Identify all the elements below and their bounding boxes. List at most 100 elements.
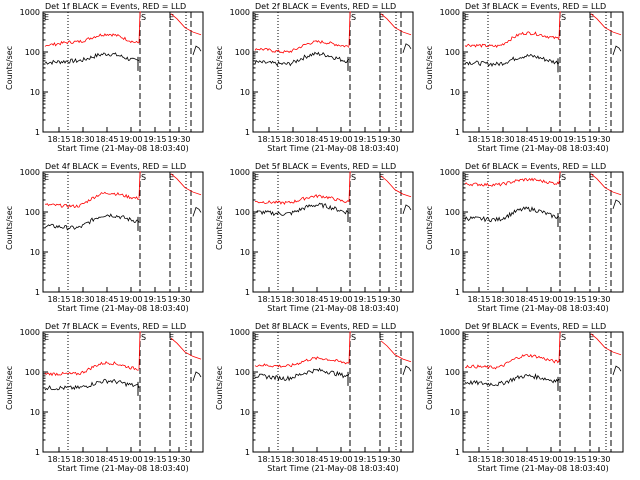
y-tick-label: 100: [445, 48, 460, 57]
events-series-line: [464, 206, 560, 223]
plot-frame: [462, 331, 624, 453]
x-tick-label: 18:30: [281, 455, 304, 464]
y-tick-label: 1: [35, 288, 40, 297]
lld-series-line: [254, 39, 350, 54]
lld-series-line: [254, 194, 350, 206]
event-marker-label: E: [254, 173, 259, 182]
x-tick-label: 18:15: [47, 455, 70, 464]
x-axis-label: Start Time (21-May-08 18:03:40): [267, 464, 398, 473]
panel-title: Det 1f BLACK = Events, RED = LLD: [45, 2, 186, 11]
lld-spike: [138, 331, 141, 369]
lld-after-line: [590, 173, 622, 196]
x-tick-label: 19:15: [563, 455, 586, 464]
x-axis-label: Start Time (21-May-08 18:03:40): [57, 304, 188, 313]
y-tick-label: 10: [450, 408, 460, 417]
plot-frame: [462, 11, 624, 133]
x-tick-label: 19:30: [377, 135, 400, 144]
lld-after-line: [170, 13, 202, 36]
lld-after-line: [380, 13, 412, 36]
y-tick-label: 10: [450, 88, 460, 97]
x-tick-label: 19:15: [143, 455, 166, 464]
lld-series-line: [44, 361, 140, 377]
event-marker-label: E: [44, 173, 49, 182]
panel-title: Det 2f BLACK = Events, RED = LLD: [255, 2, 396, 11]
event-marker-label: E: [169, 333, 174, 342]
panel-title: Det 9f BLACK = Events, RED = LLD: [465, 322, 606, 331]
x-tick-label: 18:30: [71, 295, 94, 304]
x-tick-label: 19:30: [377, 295, 400, 304]
x-tick-label: 19:30: [587, 295, 610, 304]
lld-spike: [558, 331, 561, 362]
panel-5: Det 5f BLACK = Events, RED = LLD Counts/s…: [215, 162, 414, 313]
x-tick-label: 18:45: [305, 295, 328, 304]
y-axis-label: Counts/sec: [5, 366, 14, 410]
events-series-line: [254, 367, 350, 382]
x-tick-label: 19:15: [143, 295, 166, 304]
y-tick-label: 10: [450, 248, 460, 257]
events-after-line: [612, 365, 622, 376]
plot-frame: [252, 331, 414, 453]
events-after-line: [402, 43, 412, 53]
panel-title: Det 8f BLACK = Events, RED = LLD: [255, 322, 396, 331]
lld-after-line: [590, 333, 622, 356]
x-tick-label: 19:00: [539, 295, 562, 304]
lld-series-line: [44, 191, 139, 209]
x-tick-label: 18:30: [281, 295, 304, 304]
event-marker-label: E: [169, 173, 174, 182]
events-series-line: [254, 202, 350, 217]
event-marker-label: E: [589, 13, 594, 22]
y-tick-label: 10: [240, 408, 250, 417]
panel-1: Det 1f BLACK = Events, RED = LLD Counts/s…: [5, 2, 204, 153]
x-tick-label: 18:30: [281, 135, 304, 144]
y-axis-label: Counts/sec: [425, 46, 434, 90]
x-tick-label: 18:45: [95, 295, 118, 304]
y-tick-label: 10: [240, 88, 250, 97]
plot-frame: [42, 11, 204, 133]
x-tick-label: 19:30: [167, 295, 190, 304]
panel-6: Det 6f BLACK = Events, RED = LLD Counts/s…: [425, 162, 624, 313]
x-axis-label: Start Time (21-May-08 18:03:40): [477, 304, 608, 313]
plot-frame: [462, 171, 624, 293]
event-marker-label: E: [589, 173, 594, 182]
events-after-line: [612, 45, 622, 56]
event-marker-label: E: [379, 333, 384, 342]
y-tick-label: 1000: [230, 168, 250, 177]
event-marker-label: E: [254, 333, 259, 342]
plot-frame: [252, 171, 414, 293]
event-marker-label: S: [141, 173, 146, 182]
x-tick-label: 19:00: [329, 295, 352, 304]
x-tick-label: 18:45: [95, 455, 118, 464]
events-after-line: [402, 365, 412, 376]
y-tick-label: 1: [455, 128, 460, 137]
event-marker-label: E: [254, 13, 259, 22]
y-tick-label: 1000: [440, 168, 460, 177]
lld-series-line: [254, 356, 350, 368]
y-axis-label: Counts/sec: [5, 46, 14, 90]
y-tick-label: 100: [445, 208, 460, 217]
x-axis-label: Start Time (21-May-08 18:03:40): [267, 144, 398, 153]
x-tick-label: 18:30: [491, 455, 514, 464]
lld-after-line: [170, 337, 202, 360]
x-tick-label: 18:30: [71, 455, 94, 464]
y-tick-label: 1000: [20, 8, 40, 17]
panel-title: Det 5f BLACK = Events, RED = LLD: [255, 162, 396, 171]
x-tick-label: 19:00: [329, 455, 352, 464]
x-tick-label: 19:30: [377, 455, 400, 464]
lld-spike: [558, 11, 561, 39]
x-tick-label: 18:15: [467, 135, 490, 144]
events-after-line: [402, 204, 412, 214]
y-axis-label: Counts/sec: [425, 206, 434, 250]
lld-spike: [348, 171, 351, 202]
x-tick-label: 18:15: [257, 295, 280, 304]
x-tick-label: 18:45: [95, 135, 118, 144]
x-tick-label: 18:15: [47, 135, 70, 144]
lld-spike: [138, 171, 141, 199]
y-axis-label: Counts/sec: [215, 206, 224, 250]
x-tick-label: 18:45: [515, 135, 538, 144]
events-series-line: [464, 373, 560, 387]
y-tick-label: 10: [30, 408, 40, 417]
y-tick-label: 1000: [230, 8, 250, 17]
y-tick-label: 1: [245, 448, 250, 457]
x-tick-label: 18:30: [71, 135, 94, 144]
